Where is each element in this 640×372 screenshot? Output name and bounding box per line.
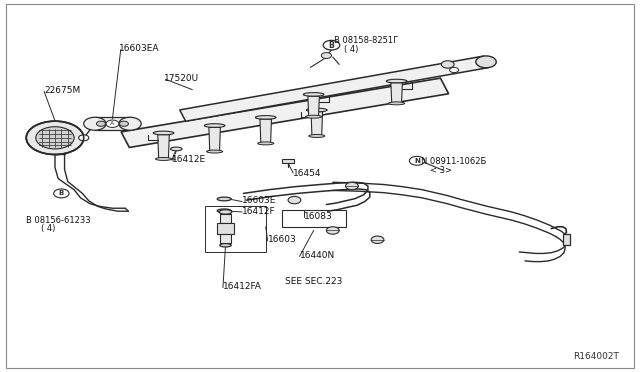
Text: B: B [59, 190, 64, 196]
Text: 16603: 16603 [268, 235, 296, 244]
Circle shape [106, 120, 119, 128]
Ellipse shape [387, 79, 407, 83]
Ellipse shape [207, 150, 223, 153]
Circle shape [321, 52, 332, 58]
Circle shape [326, 227, 339, 234]
Polygon shape [220, 214, 231, 223]
Text: SEE SEC.223: SEE SEC.223 [285, 277, 342, 286]
Circle shape [36, 127, 74, 149]
Ellipse shape [307, 108, 327, 112]
Polygon shape [217, 223, 234, 234]
Text: A: A [110, 121, 115, 126]
Text: < 3>: < 3> [430, 166, 452, 174]
Text: 16412F: 16412F [242, 207, 276, 216]
Circle shape [442, 61, 454, 68]
Text: ( 4): ( 4) [41, 224, 55, 233]
Polygon shape [95, 117, 130, 130]
Circle shape [288, 196, 301, 204]
Ellipse shape [303, 93, 324, 96]
Text: B 08156-61233: B 08156-61233 [26, 216, 91, 225]
Text: R164002T: R164002T [573, 352, 619, 361]
Polygon shape [209, 128, 220, 151]
Ellipse shape [204, 124, 225, 128]
Ellipse shape [84, 117, 106, 130]
Text: 17520U: 17520U [164, 74, 198, 83]
Ellipse shape [156, 157, 172, 160]
Polygon shape [308, 96, 319, 117]
Circle shape [120, 121, 129, 126]
Ellipse shape [305, 115, 322, 118]
Text: 16603EA: 16603EA [119, 44, 159, 53]
Circle shape [450, 67, 459, 73]
Polygon shape [282, 158, 294, 163]
Polygon shape [260, 119, 271, 143]
Text: B 08158-8251Г: B 08158-8251Г [334, 36, 398, 45]
Circle shape [323, 40, 340, 50]
Text: 16083: 16083 [304, 212, 333, 221]
Circle shape [79, 135, 89, 141]
Circle shape [26, 121, 84, 154]
Text: N: N [414, 158, 420, 164]
Ellipse shape [217, 197, 231, 201]
Ellipse shape [119, 117, 141, 130]
Text: ( 4): ( 4) [344, 45, 358, 54]
Ellipse shape [220, 244, 231, 247]
Text: 16454: 16454 [293, 169, 322, 177]
Circle shape [346, 182, 358, 190]
Polygon shape [180, 56, 489, 121]
Text: 16412FA: 16412FA [223, 282, 262, 291]
FancyBboxPatch shape [6, 4, 634, 368]
Ellipse shape [153, 131, 174, 135]
Ellipse shape [308, 135, 325, 137]
Ellipse shape [171, 147, 182, 151]
Ellipse shape [258, 142, 274, 145]
Circle shape [371, 236, 384, 243]
Polygon shape [220, 234, 231, 243]
Text: 16603E: 16603E [242, 196, 276, 205]
Ellipse shape [217, 209, 231, 213]
Circle shape [54, 189, 69, 198]
Text: 16412E: 16412E [172, 155, 206, 164]
Polygon shape [121, 78, 449, 147]
Polygon shape [391, 83, 403, 103]
Text: N 08911-1062Б: N 08911-1062Б [421, 157, 486, 166]
Polygon shape [563, 234, 570, 245]
Polygon shape [311, 112, 323, 136]
Circle shape [410, 156, 425, 165]
Polygon shape [158, 135, 170, 159]
Ellipse shape [219, 210, 232, 214]
Ellipse shape [388, 102, 404, 105]
Circle shape [97, 121, 106, 126]
Text: B: B [328, 41, 334, 50]
Circle shape [476, 56, 496, 68]
Text: 16440N: 16440N [300, 251, 335, 260]
Text: 22675M: 22675M [44, 86, 81, 95]
Ellipse shape [255, 116, 276, 119]
